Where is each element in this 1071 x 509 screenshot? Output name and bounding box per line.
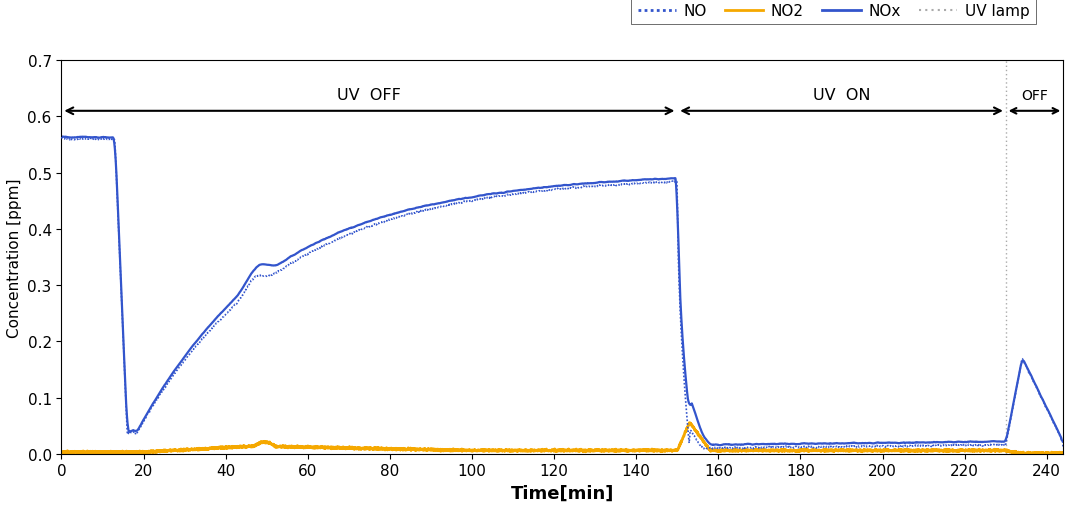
NO — [57, 136, 70, 143]
Y-axis label: Concentration [ppm]: Concentration [ppm] — [6, 178, 21, 337]
NOx — [56, 134, 69, 140]
NO2 — [734, 447, 746, 454]
Line: NO2: NO2 — [61, 423, 1064, 454]
NO2 — [875, 447, 888, 454]
NO2 — [296, 443, 308, 449]
NOx — [713, 442, 726, 448]
NOx — [735, 442, 748, 448]
NO — [55, 136, 67, 142]
NOx — [296, 247, 308, 253]
NO — [876, 443, 889, 449]
NO — [735, 445, 748, 451]
Legend: NO, NO2, NOx, UV lamp: NO, NO2, NOx, UV lamp — [632, 0, 1036, 25]
X-axis label: Time[min]: Time[min] — [511, 484, 614, 502]
NOx — [876, 440, 889, 446]
NO2 — [924, 448, 937, 454]
NO2 — [55, 450, 67, 456]
NO — [924, 443, 937, 449]
NOx — [57, 134, 70, 140]
NOx — [55, 134, 67, 140]
Text: OFF: OFF — [1021, 89, 1047, 103]
NO2 — [683, 420, 696, 426]
NO2 — [1017, 451, 1030, 457]
NOx — [1057, 439, 1070, 445]
NOx — [924, 439, 937, 445]
Text: UV  OFF: UV OFF — [337, 88, 402, 103]
Line: NOx: NOx — [61, 137, 1064, 445]
NO — [1057, 444, 1070, 450]
NO2 — [932, 447, 945, 454]
NO2 — [57, 449, 70, 455]
NOx — [932, 439, 945, 445]
NO — [932, 442, 945, 448]
Text: UV  ON: UV ON — [813, 88, 871, 103]
NO — [296, 254, 308, 261]
Line: NO: NO — [61, 138, 1064, 449]
NO — [712, 446, 725, 452]
NO — [56, 135, 69, 142]
NO2 — [1057, 451, 1070, 457]
